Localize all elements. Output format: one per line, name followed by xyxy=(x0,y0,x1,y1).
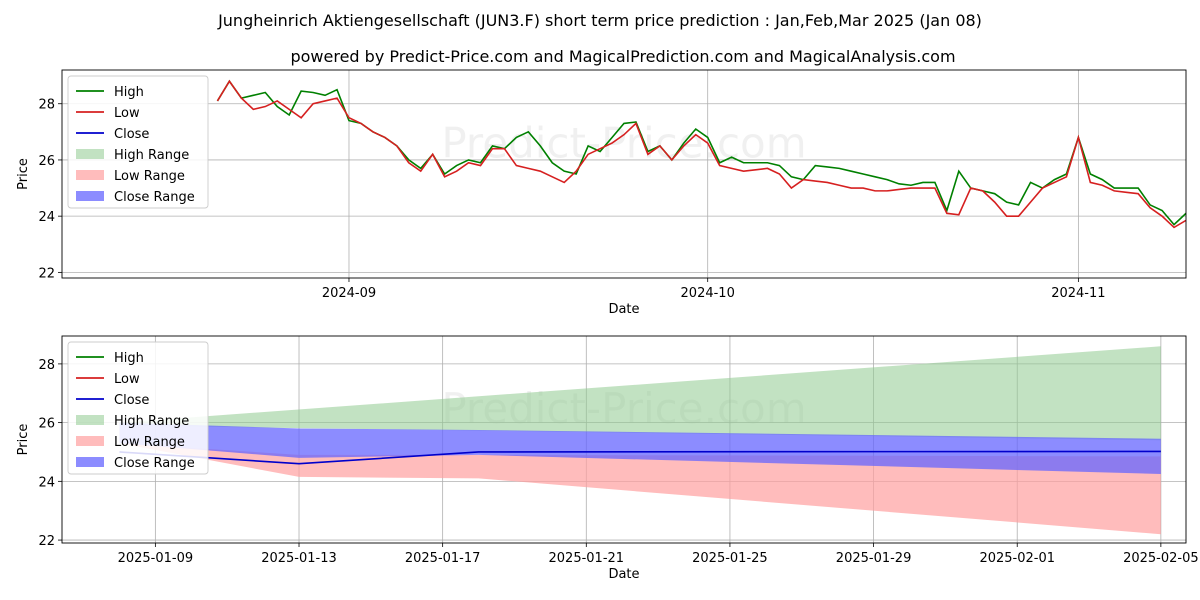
legend-patch-swatch xyxy=(76,170,104,180)
legend-entry-label: Low xyxy=(114,106,140,121)
watermark-text: Predict-Price.com xyxy=(441,118,806,167)
x-tick-label: 2024-09 xyxy=(322,286,376,301)
legend-entry-label: Close xyxy=(114,393,149,408)
y-tick-label: 26 xyxy=(38,154,55,169)
legend-entry-label: Close Range xyxy=(114,190,195,205)
axes-frame xyxy=(61,69,1187,279)
axes-frame xyxy=(61,335,1187,544)
chart-subtitle: powered by Predict-Price.com and Magical… xyxy=(290,47,955,66)
legend-entry-label: High xyxy=(114,85,144,100)
legend-entry-label: High xyxy=(114,351,144,366)
low-series-line xyxy=(216,79,1186,229)
x-tick-label: 2025-01-17 xyxy=(405,551,481,566)
x-tick-label: 2024-11 xyxy=(1051,286,1105,301)
chart-title: Jungheinrich Aktiengesellschaft (JUN3.F)… xyxy=(217,11,982,30)
legend-patch-swatch xyxy=(76,415,104,425)
y-axis-label: Price xyxy=(16,158,31,190)
close-series-line xyxy=(119,450,1161,465)
legend-patch-swatch xyxy=(76,149,104,159)
y-tick-label: 28 xyxy=(38,98,55,113)
legend-patch-swatch xyxy=(76,457,104,467)
x-axis-label: Date xyxy=(608,567,639,582)
y-tick-label: 22 xyxy=(38,534,55,549)
y-tick-label: 28 xyxy=(38,358,55,373)
x-tick-label: 2025-01-21 xyxy=(549,551,625,566)
x-axis-label: Date xyxy=(608,302,639,317)
y-tick-label: 26 xyxy=(38,417,55,432)
close-range-band xyxy=(119,422,1161,474)
y-axis-label: Price xyxy=(16,424,31,456)
high-series-line xyxy=(216,79,1186,226)
legend-entry-label: Low Range xyxy=(114,169,185,184)
x-tick-label: 2025-02-01 xyxy=(979,551,1055,566)
legend-patch-swatch xyxy=(76,436,104,446)
y-tick-label: 24 xyxy=(38,210,55,225)
x-tick-label: 2025-01-09 xyxy=(118,551,194,566)
y-tick-label: 22 xyxy=(38,266,55,281)
high-range-band xyxy=(119,346,1161,441)
y-tick-label: 24 xyxy=(38,475,55,490)
x-tick-label: 2025-01-29 xyxy=(836,551,912,566)
legend-patch-swatch xyxy=(76,191,104,201)
legend-entry-label: Close Range xyxy=(114,456,195,471)
bottom-plot: Predict-Price.com2025-01-092025-01-13202… xyxy=(16,335,1199,582)
x-tick-label: 2025-01-25 xyxy=(692,551,768,566)
plot-area xyxy=(62,336,1186,543)
x-tick-label: 2025-01-13 xyxy=(261,551,337,566)
top-plot: Predict-Price.com2024-092024-102024-1120… xyxy=(16,69,1187,317)
legend-entry-label: Close xyxy=(114,127,149,142)
x-tick-label: 2025-02-05 xyxy=(1123,551,1199,566)
x-tick-label: 2024-10 xyxy=(681,286,735,301)
legend-entry-label: High Range xyxy=(114,148,189,163)
legend-entry-label: Low xyxy=(114,372,140,387)
plot-area xyxy=(62,70,1186,278)
legend-entry-label: High Range xyxy=(114,414,189,429)
legend-entry-label: Low Range xyxy=(114,435,185,450)
